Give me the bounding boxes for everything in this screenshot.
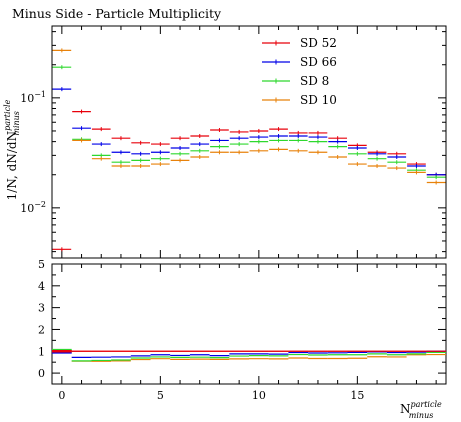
x-axis-label-sup: particle (411, 400, 443, 409)
ratio-series-group (52, 348, 446, 362)
x-axis-label: Nparticle minus (400, 400, 442, 420)
y-axis-label-sup: particle (3, 99, 12, 131)
main-axes: 10−2 10−1 (20, 26, 446, 258)
legend: SD 52 SD 66 SD 8 SD 10 (262, 36, 337, 107)
x-axis-label-main: N (400, 402, 411, 416)
x-tick-label: 5 (157, 389, 164, 402)
y-tick-label: 10−1 (20, 90, 46, 105)
ratio-y-tick-label: 2 (38, 323, 45, 336)
y-axis-label: 1/N, dN/dNparticleminus (3, 99, 21, 200)
x-tick-label: 15 (350, 389, 364, 402)
svg-text:1/N, dN/dNparticleminus: 1/N, dN/dNparticleminus (3, 99, 21, 200)
x-tick-label: 10 (252, 389, 266, 402)
main-plot-frame (51, 25, 447, 259)
x-axis-label-sub: minus (409, 411, 434, 420)
legend-label: SD 8 (300, 74, 329, 88)
legend-label: SD 52 (300, 36, 337, 50)
x-tick-label: 0 (58, 389, 65, 402)
ratio-y-tick-label: 4 (38, 280, 45, 293)
y-axis-label-sub: minus (12, 111, 21, 136)
legend-label: SD 66 (300, 55, 337, 69)
ratio-y-tick-label: 5 (38, 258, 45, 271)
ratio-axes: 0 5 10 15 0 1 2 3 4 5 (38, 258, 446, 402)
ratio-y-tick-label: 3 (38, 302, 45, 315)
y-axis-label-main: 1/N, dN/dN (5, 131, 19, 200)
ratio-plot-frame (51, 263, 447, 385)
chart-title: Minus Side - Particle Multiplicity (12, 6, 222, 21)
main-series-group (52, 48, 446, 252)
ratio-y-tick-label: 1 (38, 345, 45, 358)
ratio-y-tick-label: 0 (38, 367, 45, 380)
legend-label: SD 10 (300, 93, 337, 107)
y-tick-label: 10−2 (20, 200, 46, 215)
